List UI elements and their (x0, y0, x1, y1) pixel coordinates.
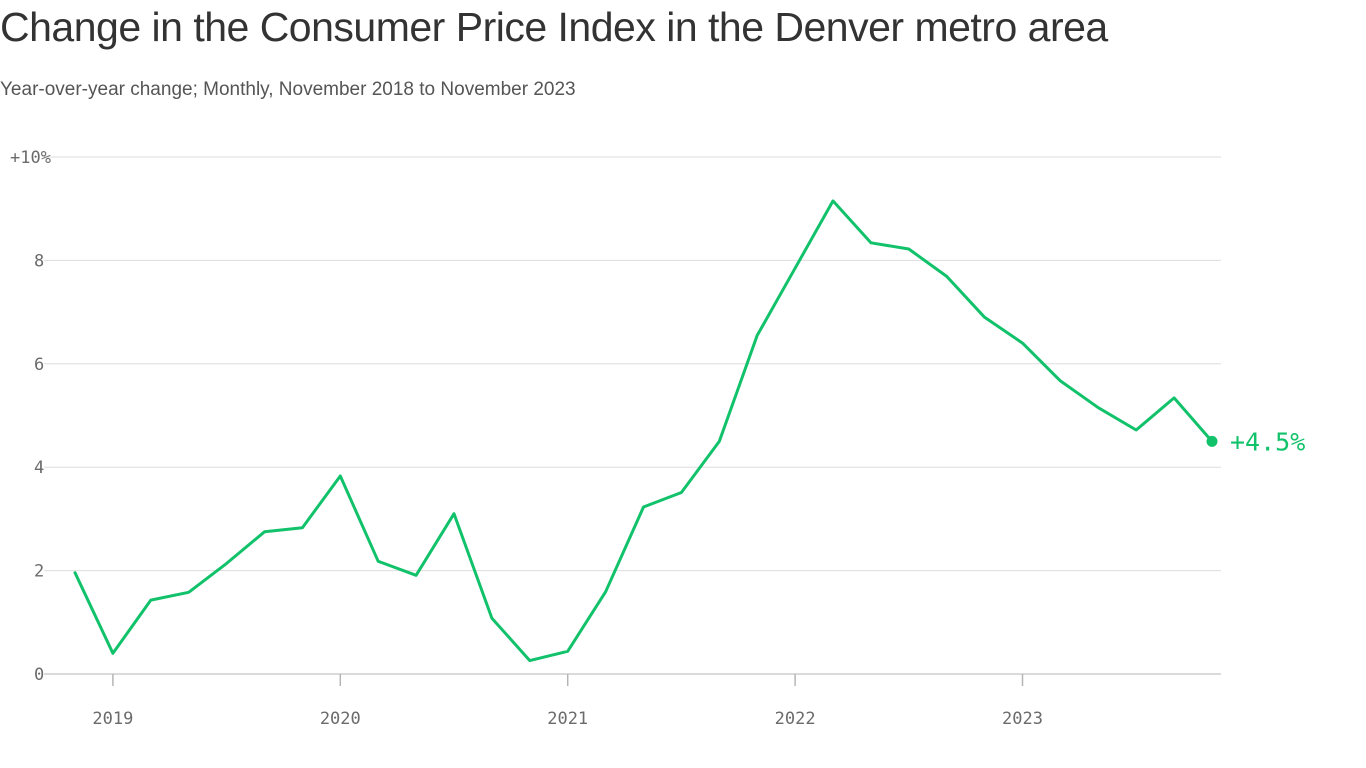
chart-subtitle: Year-over-year change; Monthly, November… (0, 79, 576, 100)
end-point-marker (1206, 435, 1218, 447)
gridlines (44, 156, 1221, 675)
x-axis-ticks: 2019 2020 2021 2022 2023 (92, 674, 1043, 729)
x-tick-label: 2019 (92, 709, 133, 729)
x-tick-label: 2023 (1002, 709, 1043, 729)
x-tick-label: 2020 (320, 709, 361, 729)
y-tick-label: +10% (10, 148, 51, 168)
y-tick-label: 4 (34, 458, 44, 478)
series-layer: +4.5% (73, 199, 1305, 663)
y-tick-label: 2 (34, 562, 44, 582)
cpi-series-line (73, 199, 1214, 663)
y-tick-label: 0 (34, 665, 44, 685)
end-value-label: +4.5% (1230, 427, 1305, 456)
chart-title: Change in the Consumer Price Index in th… (0, 4, 1108, 50)
x-tick-label: 2022 (775, 709, 816, 729)
x-tick-label: 2021 (547, 709, 588, 729)
y-tick-label: 6 (34, 355, 44, 375)
y-tick-label: 8 (34, 251, 44, 271)
y-axis-ticks: 0 2 4 6 8 +10% (10, 148, 51, 685)
